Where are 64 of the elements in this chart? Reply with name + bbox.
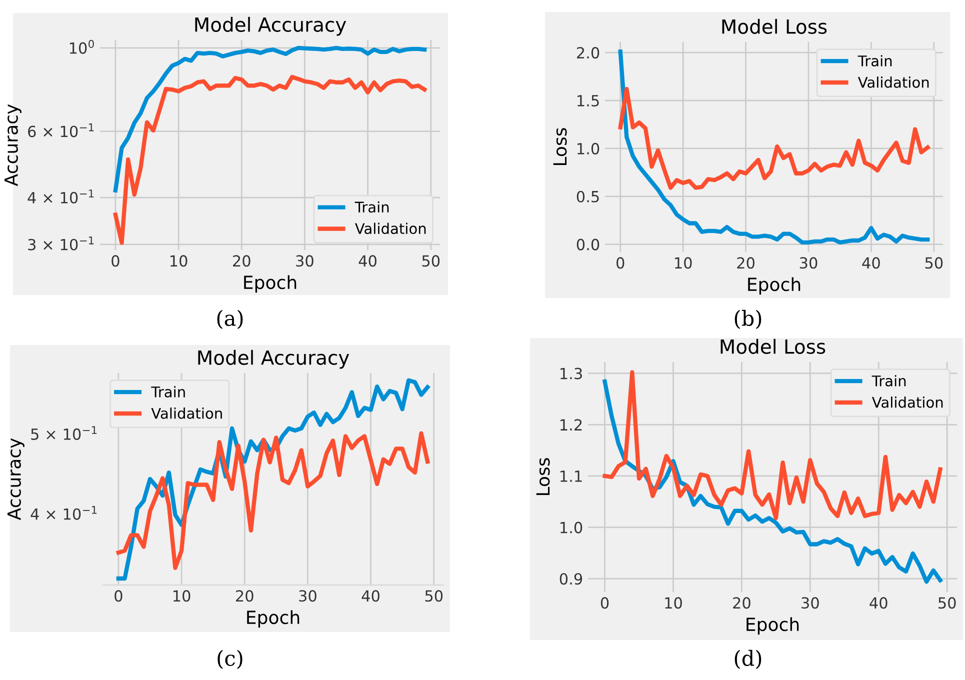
legend-label: Validation (858, 76, 929, 88)
x-tick-label: 40 (870, 597, 888, 609)
y-tick-label: 0.0 (576, 238, 600, 250)
y-tick-label: 1.5 (578, 95, 599, 107)
y-tick-label: 1.1 (560, 470, 582, 482)
x-tick-label: 20 (737, 257, 754, 269)
x-tick-label: 40 (362, 590, 380, 602)
x-tick-label: 0 (616, 257, 624, 269)
x-tick-label: 40 (862, 257, 880, 269)
y-axis-title: Accuracy (4, 104, 22, 186)
y-axis-title: Loss (553, 128, 567, 166)
text: (b) (734, 310, 762, 329)
y-tick-label: 3 × 10$^{−1}$ (28, 236, 94, 250)
y-tick-label: 6 × 10$^{−1}$ (28, 123, 94, 138)
x-tick-label: 30 (299, 590, 316, 602)
y-axis-title: Accuracy (8, 438, 24, 520)
legend-label: Train (354, 201, 389, 213)
y-axis-title: Loss (536, 458, 550, 496)
x-tick-label: 30 (800, 257, 818, 269)
x-tick-label: 50 (938, 597, 956, 609)
y-tick-label: 2.0 (576, 47, 600, 59)
x-tick-label: 10 (665, 597, 682, 609)
text: (a) (217, 310, 243, 329)
text: (d) (734, 650, 762, 669)
x-tick-label: 30 (802, 597, 819, 609)
legend-label: Train (858, 55, 892, 66)
x-axis-title: Epoch (247, 610, 300, 628)
y-tick-label: 1.0 (560, 522, 582, 534)
x-axis-title: Epoch (746, 617, 799, 635)
y-tick-label: 0.5 (576, 190, 599, 202)
x-tick-label: 10 (675, 257, 692, 269)
x-axis-title: Epoch (748, 277, 800, 295)
legend-label: Validation (354, 222, 426, 234)
legend-label: Train (151, 386, 185, 398)
x-tick-label: 0 (112, 255, 120, 267)
chart-title: Model Loss (722, 18, 827, 34)
y-tick-label: 1.3 (560, 368, 582, 380)
x-tick-label: 20 (733, 597, 750, 609)
x-tick-label: 20 (236, 590, 254, 602)
legend-label: Validation (872, 396, 943, 408)
chart-title: Model Loss (720, 338, 826, 354)
x-tick-label: 10 (173, 590, 190, 602)
legend-label: Train (872, 375, 906, 386)
x-tick-label: 20 (233, 255, 250, 267)
y-tick-label: 4 × 10$^{−1}$ (28, 190, 94, 204)
y-tick-label: 1.2 (560, 419, 582, 430)
x-tick-label: 40 (358, 255, 376, 267)
x-tick-label: 0 (600, 597, 609, 609)
x-tick-label: 0 (114, 590, 122, 602)
legend-label: Validation (151, 408, 222, 419)
y-tick-label: 1.0 (578, 142, 600, 154)
y-tick-label: 0.9 (560, 573, 582, 585)
x-axis-title: Epoch (244, 275, 296, 293)
x-tick-label: 10 (170, 255, 188, 267)
x-tick-label: 50 (925, 257, 943, 269)
y-tick-label: 4 × 10$^{−1}$ (30, 506, 97, 520)
y-tick-label: 5 × 10$^{−1}$ (31, 426, 97, 440)
x-tick-label: 50 (422, 255, 440, 267)
chart-title: Model Accuracy (195, 16, 346, 36)
chart-title: Model Accuracy (198, 350, 350, 369)
x-tick-label: 50 (425, 590, 443, 602)
x-tick-label: 30 (296, 255, 314, 267)
text: (c) (218, 650, 242, 669)
y-tick-label: 10$^{0}$ (70, 40, 94, 54)
